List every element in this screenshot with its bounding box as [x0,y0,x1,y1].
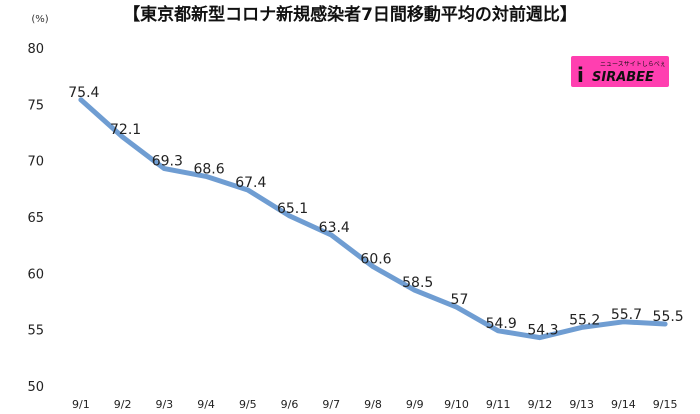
series-line-group [78,97,668,341]
data-label: 54.3 [527,323,558,339]
x-tick-label: 9/6 [281,398,299,411]
x-tick-label: 9/1 [72,398,90,411]
logo: i ニュースサイトしらべぇ SIRABEE [571,56,669,87]
y-axis-unit: (%) [31,14,48,25]
data-label: 72.1 [110,122,141,138]
x-tick-label: 9/8 [364,398,382,411]
data-label: 75.4 [68,85,99,101]
logo-badge [571,56,669,87]
x-tick-label: 9/12 [528,398,553,411]
x-tick-label: 9/4 [197,398,215,411]
x-axis: 9/1 9/2 9/3 9/4 9/5 9/6 9/7 9/8 9/9 9/10 9/11 9/12 9… [72,398,677,411]
data-label: 67.4 [235,175,266,191]
y-tick-label: 75 [27,98,44,113]
data-label: 60.6 [360,252,391,268]
y-tick-label: 55 [27,324,44,339]
series-line [78,97,668,341]
data-label: 55.2 [569,312,600,328]
data-label: 63.4 [319,220,350,236]
x-tick-label: 9/7 [322,398,340,411]
y-tick-label: 50 [27,380,44,395]
x-tick-label: 9/11 [486,398,511,411]
data-label: 68.6 [193,161,224,177]
data-label: 58.5 [402,275,433,291]
chart-title: 【東京都新型コロナ新規感染者7日間移動平均の対前週比】 [123,4,577,25]
data-label: 57 [451,292,469,308]
y-tick-label: 65 [27,211,44,226]
x-tick-label: 9/5 [239,398,257,411]
data-labels: 75.4 72.1 69.3 68.6 67.4 65.1 63.4 60.6 58.5 57 54… [68,85,683,339]
x-tick-label: 9/13 [569,398,594,411]
data-label: 69.3 [152,154,183,170]
x-tick-label: 9/15 [653,398,678,411]
y-tick-label: 80 [27,42,44,57]
data-label: 54.9 [486,316,517,332]
logo-tagline: ニュースサイトしらべぇ [600,61,666,68]
y-tick-label: 70 [27,155,44,170]
logo-brand: SIRABEE [592,70,654,85]
x-tick-label: 9/3 [155,398,173,411]
data-label: 65.1 [277,201,308,217]
data-label: 55.5 [653,309,684,325]
x-tick-label: 9/9 [406,398,424,411]
x-tick-label: 9/2 [114,398,132,411]
data-label: 55.7 [611,307,642,323]
x-tick-label: 9/14 [611,398,636,411]
y-axis: 50 55 60 65 70 75 80 [27,42,44,395]
logo-mark-icon: i [577,63,584,87]
y-tick-label: 60 [27,267,44,282]
x-tick-label: 9/10 [444,398,469,411]
